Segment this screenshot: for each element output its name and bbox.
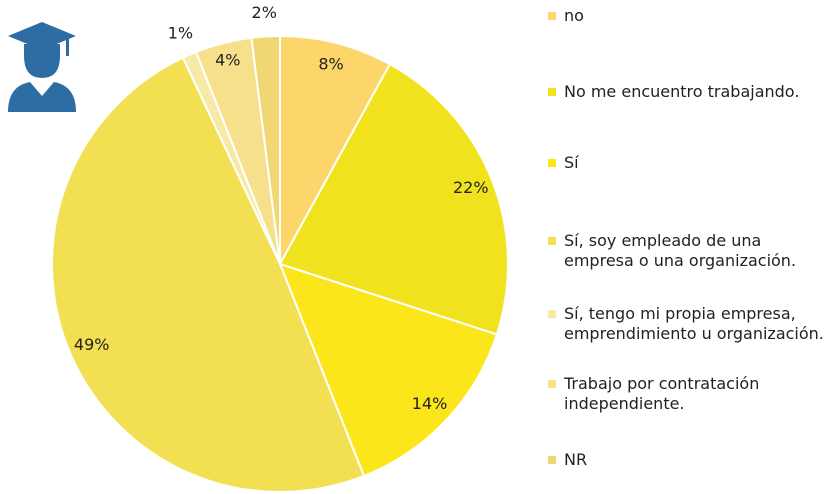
legend-item: Sí, soy empleado de una empresa o una or… <box>548 231 828 271</box>
legend-swatch <box>548 159 556 167</box>
legend-swatch <box>548 88 556 96</box>
legend-swatch <box>548 237 556 245</box>
data-label: 8% <box>318 55 343 74</box>
legend-label: Sí, soy empleado de una empresa o una or… <box>564 231 797 270</box>
data-label: 49% <box>74 335 110 354</box>
pie-slice <box>279 34 392 265</box>
legend-label: NR <box>564 450 588 469</box>
data-label: 14% <box>412 394 448 413</box>
legend-label: No me encuentro trabajando. <box>564 82 800 101</box>
graduate-icon <box>8 22 76 112</box>
legend-label: Trabajo por contratación independiente. <box>564 374 760 413</box>
legend-swatch <box>548 456 556 464</box>
data-label: 4% <box>215 50 240 69</box>
pie-slice <box>250 34 281 265</box>
legend-label: no <box>564 6 584 25</box>
pie-slice <box>278 262 499 478</box>
data-label: 1% <box>168 23 193 42</box>
legend-item: Sí, tengo mi propia empresa, emprendimie… <box>548 304 828 344</box>
legend-swatch <box>548 12 556 20</box>
pie-slice <box>51 56 366 493</box>
legend-swatch <box>548 380 556 388</box>
legend-item: Sí <box>548 153 828 173</box>
data-label: 22% <box>453 178 489 197</box>
legend-label: Sí <box>564 153 579 172</box>
legend-item: No me encuentro trabajando. <box>548 82 828 102</box>
legend-item: no <box>548 6 828 26</box>
pie-slice <box>278 62 509 336</box>
legend-label: Sí, tengo mi propia empresa, emprendimie… <box>564 304 824 343</box>
legend-swatch <box>548 310 556 318</box>
legend-item: NR <box>548 450 828 470</box>
data-label: 2% <box>252 3 277 22</box>
legend-item: Trabajo por contratación independiente. <box>548 374 828 414</box>
